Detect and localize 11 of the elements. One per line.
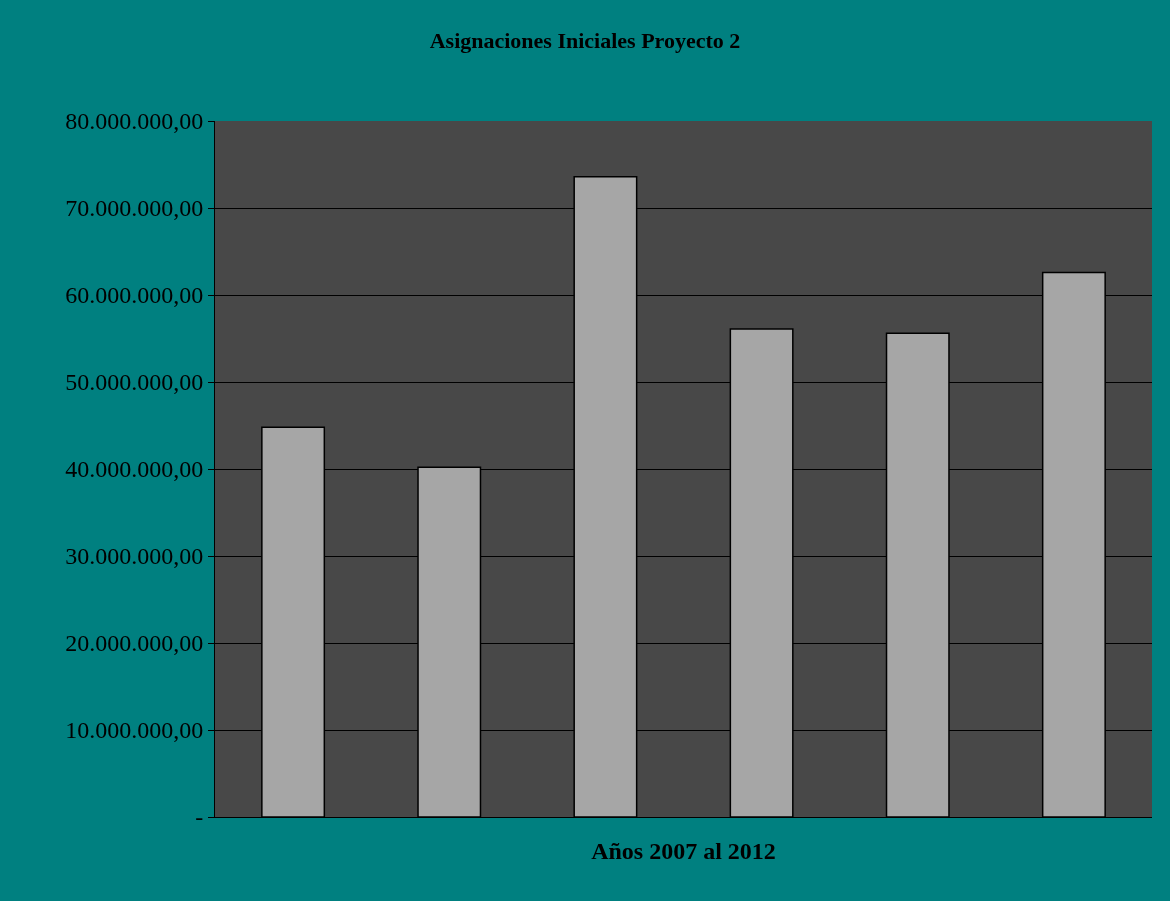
y-tick-label: 50.000.000,00 [65,369,204,396]
y-tick-label: 20.000.000,00 [65,630,204,657]
y-tick-label: 40.000.000,00 [65,456,204,483]
chart-title: Asignaciones Iniciales Proyecto 2 [429,28,741,54]
y-tick-label: 30.000.000,00 [65,543,204,570]
y-tick-label: 60.000.000,00 [65,282,204,309]
y-tick-label: - [195,804,204,831]
x-axis-title: Años 2007 al 2012 [591,838,776,865]
y-tick-label: 70.000.000,00 [65,195,204,222]
y-tick-label: 80.000.000,00 [65,108,204,135]
y-tick-label: 10.000.000,00 [65,717,204,744]
